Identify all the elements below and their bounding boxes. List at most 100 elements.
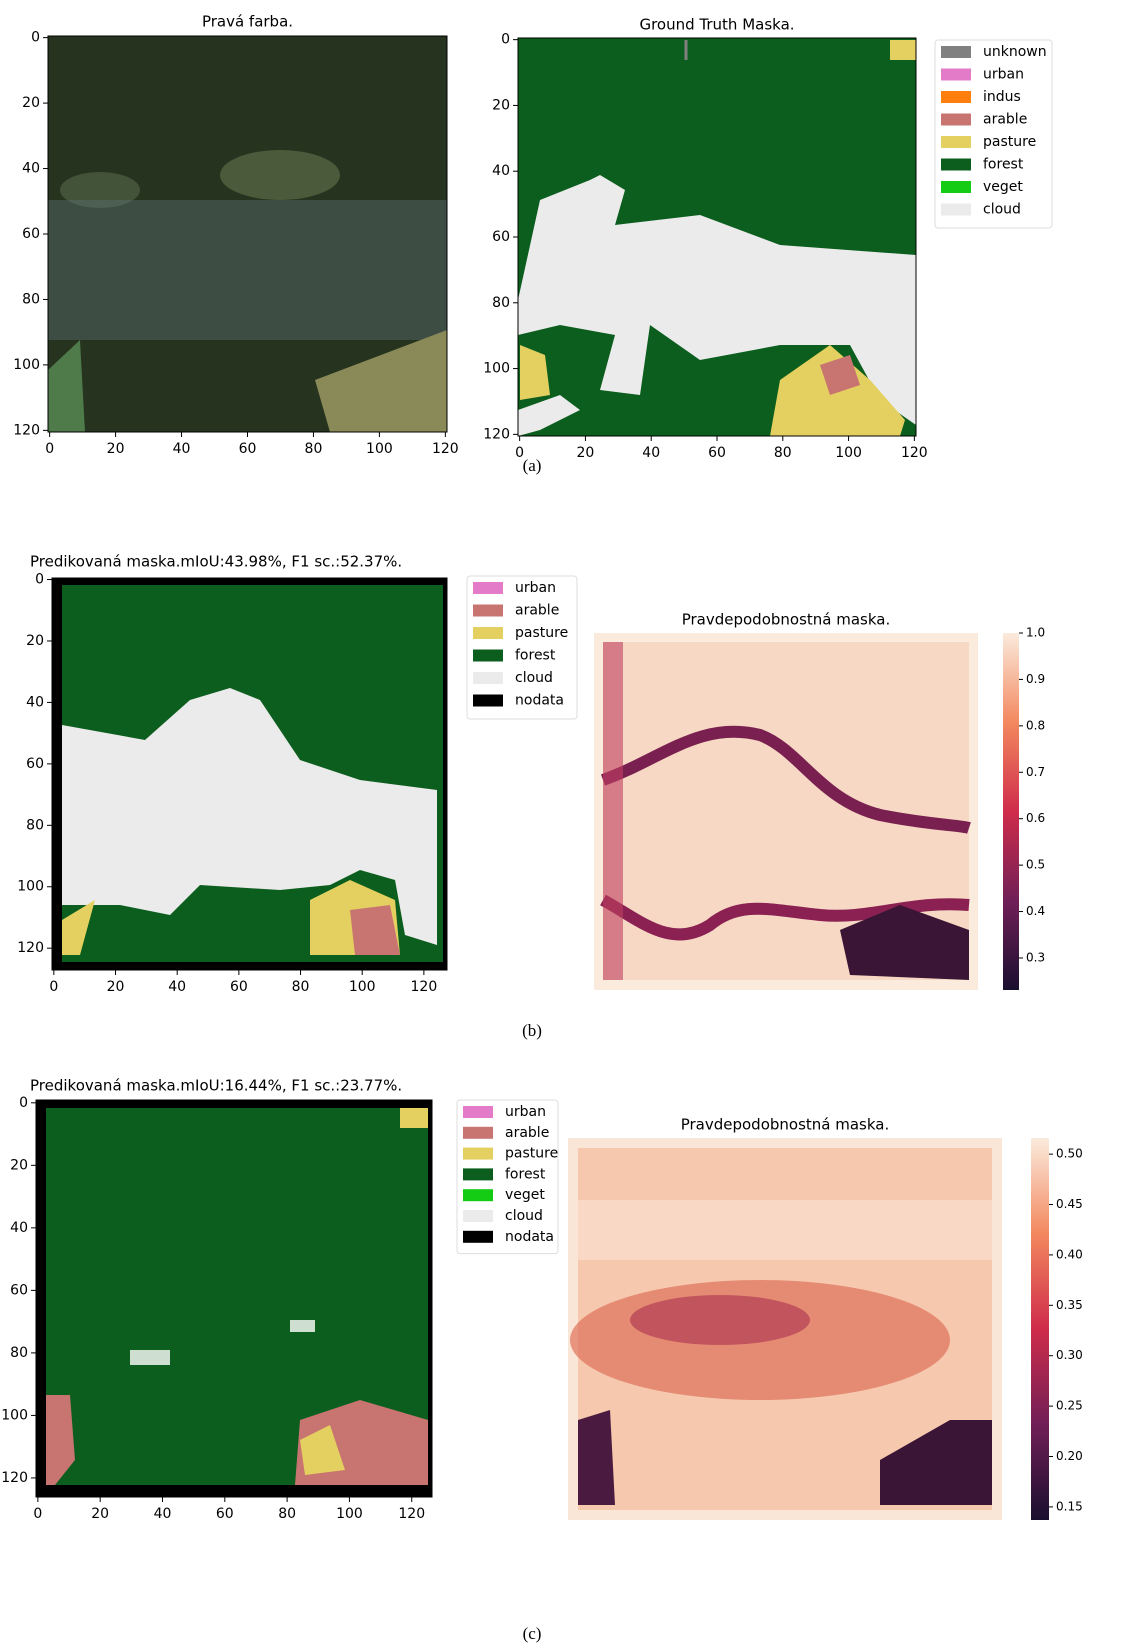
x-tick-label: 0 <box>49 979 58 995</box>
x-tick-label: 0 <box>33 1506 42 1522</box>
colorbar-tick-label: 0.5 <box>1026 858 1045 872</box>
legend-label: pasture <box>515 625 568 641</box>
legend-swatch <box>473 672 503 684</box>
y-tick-label: 120 <box>17 940 44 956</box>
x-tick-label: 60 <box>239 441 257 457</box>
y-tick-label: 120 <box>483 426 510 442</box>
y-tick-label: 0 <box>19 1095 28 1111</box>
legend-label: veget <box>983 179 1023 195</box>
legend-swatch <box>941 158 971 171</box>
legend-label: forest <box>983 157 1024 173</box>
legend-swatch <box>463 1147 493 1160</box>
y-tick-label: 40 <box>26 694 44 710</box>
colorbar-tick-label: 0.45 <box>1056 1197 1083 1211</box>
y-tick-label: 40 <box>22 161 40 177</box>
legend-swatch <box>941 203 971 216</box>
legend-label: forest <box>515 648 556 664</box>
prediction-image <box>36 1100 432 1497</box>
x-tick-label: 60 <box>216 1506 234 1522</box>
legend-label: forest <box>505 1166 546 1182</box>
legend-swatch <box>463 1230 493 1243</box>
y-tick-label: 40 <box>492 163 510 179</box>
legend-swatch <box>463 1126 493 1139</box>
colorbar-tick-label: 0.25 <box>1056 1399 1083 1413</box>
legend-swatch <box>473 582 503 594</box>
panel-title: Pravdepodobnostná maska. <box>681 1116 890 1134</box>
y-tick-label: 40 <box>10 1220 28 1236</box>
panel-title: Pravá farba. <box>202 13 293 31</box>
legend-swatch <box>473 694 503 707</box>
colorbar-tick-label: 0.9 <box>1026 672 1045 686</box>
y-tick-label: 80 <box>26 817 44 833</box>
colorbar-tick-label: 0.50 <box>1056 1147 1083 1161</box>
colorbar <box>1031 1138 1049 1520</box>
x-tick-label: 80 <box>305 441 323 457</box>
legend-label: cloud <box>983 202 1021 218</box>
probability-heatmap <box>594 633 978 990</box>
colorbar-tick-label: 0.6 <box>1026 811 1045 825</box>
x-tick-label: 80 <box>278 1506 296 1522</box>
legend-swatch <box>941 113 971 126</box>
y-tick-label: 60 <box>492 229 510 245</box>
rgb-image <box>48 36 447 432</box>
legend-swatch <box>473 627 503 639</box>
y-tick-label: 0 <box>35 572 44 588</box>
panel-title: Predikovaná maska.mIoU:16.44%, F1 sc.:23… <box>30 1077 402 1095</box>
y-tick-label: 100 <box>13 357 40 373</box>
colorbar-tick-label: 0.30 <box>1056 1348 1083 1362</box>
colorbar-tick-label: 0.20 <box>1056 1449 1083 1463</box>
colorbar-tick-label: 0.3 <box>1026 950 1045 964</box>
colorbar-tick-label: 0.15 <box>1056 1499 1083 1513</box>
y-tick-label: 100 <box>483 361 510 377</box>
y-tick-label: 100 <box>1 1407 28 1423</box>
y-tick-label: 60 <box>26 756 44 772</box>
y-tick-label: 20 <box>492 97 510 113</box>
legend-label: indus <box>983 89 1021 105</box>
legend-label: nodata <box>515 693 564 709</box>
panel-title: Ground Truth Maska. <box>639 16 794 34</box>
axes-frame <box>51 577 448 971</box>
x-tick-label: 100 <box>349 979 376 995</box>
legend-label: unknown <box>983 44 1047 60</box>
legend-swatch <box>473 649 503 662</box>
y-tick-label: 120 <box>13 422 40 438</box>
colorbar-tick-label: 0.40 <box>1056 1247 1083 1261</box>
y-tick-label: 20 <box>10 1157 28 1173</box>
x-tick-label: 40 <box>173 441 191 457</box>
y-tick-label: 20 <box>26 633 44 649</box>
legend-label: urban <box>983 67 1024 83</box>
legend-swatch <box>941 136 971 148</box>
x-tick-label: 20 <box>577 445 595 461</box>
legend-swatch <box>463 1106 493 1118</box>
legend-swatch <box>463 1189 493 1202</box>
legend-label: cloud <box>505 1208 543 1224</box>
x-tick-label: 40 <box>154 1506 172 1522</box>
y-tick-label: 60 <box>10 1282 28 1298</box>
colorbar-tick-label: 0.8 <box>1026 718 1045 732</box>
x-tick-label: 60 <box>230 979 248 995</box>
y-tick-label: 80 <box>22 291 40 307</box>
legend-label: arable <box>983 112 1027 128</box>
legend-swatch <box>463 1168 493 1181</box>
x-tick-label: 40 <box>168 979 186 995</box>
legend-swatch <box>941 68 971 81</box>
axes-frame <box>35 1099 433 1498</box>
legend-label: veget <box>505 1187 545 1203</box>
legend-swatch <box>941 181 971 193</box>
x-tick-label: 80 <box>292 979 310 995</box>
colorbar-tick-label: 0.35 <box>1056 1298 1083 1312</box>
x-tick-label: 120 <box>901 445 928 461</box>
legend-swatch <box>463 1210 493 1222</box>
probability-heatmap <box>568 1138 1002 1520</box>
x-tick-label: 20 <box>107 441 125 457</box>
prediction-image <box>52 578 447 970</box>
x-tick-label: 100 <box>835 445 862 461</box>
caption: (b) <box>522 1021 542 1040</box>
legend-swatch <box>941 46 971 58</box>
panel-title: Pravdepodobnostná maska. <box>682 611 891 629</box>
x-tick-label: 120 <box>432 441 459 457</box>
x-tick-label: 20 <box>91 1506 109 1522</box>
legend-swatch <box>473 604 503 617</box>
caption: (c) <box>523 1624 542 1643</box>
